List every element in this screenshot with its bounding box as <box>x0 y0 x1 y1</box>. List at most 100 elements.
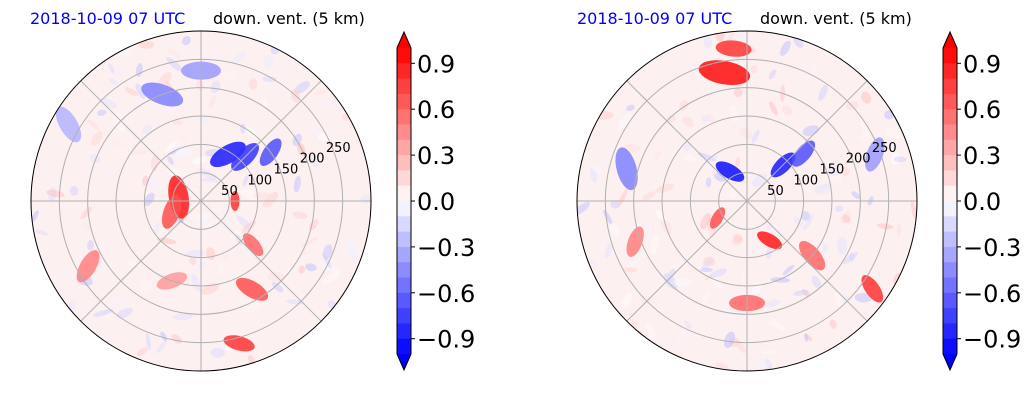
field-feature <box>626 226 644 257</box>
field-speckle <box>765 246 773 260</box>
colorbar-segment <box>943 124 957 141</box>
field-speckle <box>31 210 39 222</box>
colorbar-segment <box>943 63 957 80</box>
field-speckle <box>650 235 659 255</box>
field-feature <box>76 250 100 283</box>
field-speckle <box>765 299 781 308</box>
field-speckle <box>160 331 168 342</box>
field-speckle <box>667 114 676 123</box>
field-speckle <box>130 149 148 156</box>
field-speckle <box>684 154 696 163</box>
field-speckle <box>861 91 872 104</box>
field-speckle <box>705 177 712 188</box>
field-speckle <box>312 127 320 137</box>
field-speckle <box>188 257 197 266</box>
field-speckle <box>779 40 791 56</box>
field-speckle <box>728 189 737 199</box>
field-speckle <box>109 138 126 149</box>
field-speckle <box>715 362 730 371</box>
field-speckle <box>804 333 809 342</box>
field-speckle <box>733 88 743 98</box>
field-speckle <box>751 129 760 144</box>
field-speckle <box>810 62 819 74</box>
field-speckle <box>724 331 735 349</box>
colorbar-segment <box>397 109 411 125</box>
colorbar-segment <box>943 78 957 95</box>
radial-tick-label: 250 <box>326 141 351 156</box>
field-speckle <box>705 154 718 164</box>
field-speckle <box>641 191 656 201</box>
field-feature <box>210 141 246 168</box>
colorbar-segment <box>943 185 957 202</box>
field-feature <box>615 147 638 191</box>
field-speckle <box>842 214 851 224</box>
colorbar-segment <box>943 170 957 187</box>
radial-tick-label: 200 <box>846 152 871 167</box>
colorbar-outline <box>396 30 412 372</box>
field-speckle <box>263 55 274 68</box>
colorbar-tick-label: −0.6 <box>417 280 475 308</box>
colorbar-segment <box>943 201 957 217</box>
field-speckle <box>87 239 94 251</box>
field-speckle <box>803 214 814 231</box>
field-speckle <box>119 48 132 58</box>
field-speckle <box>590 164 603 173</box>
field-speckle <box>97 109 107 116</box>
polar-outline-1 <box>576 30 918 372</box>
field-speckle <box>292 211 308 219</box>
title-right-1: down. vent. (5 km) <box>760 9 912 28</box>
field-speckle <box>35 229 49 236</box>
field-feature <box>235 277 269 301</box>
field-speckle <box>182 91 191 98</box>
field-speckle <box>765 223 774 234</box>
colorbar-segment <box>397 338 411 355</box>
radial-tick-label: 100 <box>793 173 818 188</box>
field-speckle <box>701 291 711 305</box>
field-speckle <box>111 295 128 308</box>
field-speckle <box>604 243 613 259</box>
field-speckle <box>262 191 279 208</box>
field-speckle <box>321 271 340 285</box>
field-speckle <box>294 81 310 94</box>
field-speckle <box>167 156 174 165</box>
colorbar-segment <box>943 323 957 340</box>
field-speckle <box>242 175 249 187</box>
field-speckle <box>241 220 257 233</box>
colorbar-segment <box>397 262 411 278</box>
field-speckle <box>858 133 872 142</box>
field-speckle <box>305 263 317 272</box>
field-speckle <box>832 174 843 184</box>
field-speckle <box>793 289 809 296</box>
colorbar-segment <box>943 155 957 171</box>
colorbar-tick-label: 0.0 <box>963 188 1001 216</box>
field-speckle <box>700 258 713 273</box>
field-speckle <box>113 70 125 77</box>
field-speckle <box>210 347 225 358</box>
colorbar-0 <box>396 30 415 372</box>
field-feature <box>161 194 182 229</box>
field-speckle <box>166 57 182 72</box>
field-speckle <box>124 87 139 97</box>
field-speckle <box>172 313 193 321</box>
field-speckle <box>822 243 828 253</box>
colorbar-tick-label: 0.6 <box>963 96 1001 124</box>
field-feature <box>715 40 752 57</box>
field-speckle <box>673 277 693 287</box>
field-speckle <box>739 127 753 140</box>
colorbar-segment <box>397 246 411 263</box>
polar-grid-0 <box>31 31 371 371</box>
field-feature <box>715 161 745 182</box>
field-speckle <box>151 154 159 172</box>
field-speckle <box>231 52 247 64</box>
colorbar-segment <box>397 155 411 171</box>
title-left-0: 2018-10-09 07 UTC <box>30 9 185 28</box>
field-speckle <box>782 264 795 276</box>
colorbar-segment <box>397 277 411 294</box>
field-speckle <box>750 65 758 74</box>
field-speckle <box>761 350 777 355</box>
angular-grid-line <box>746 80 868 202</box>
field-speckle <box>166 46 182 59</box>
field-speckle <box>854 292 873 303</box>
colorbar-segment <box>943 231 957 248</box>
colorbar-tick-label: 0.6 <box>417 96 455 124</box>
